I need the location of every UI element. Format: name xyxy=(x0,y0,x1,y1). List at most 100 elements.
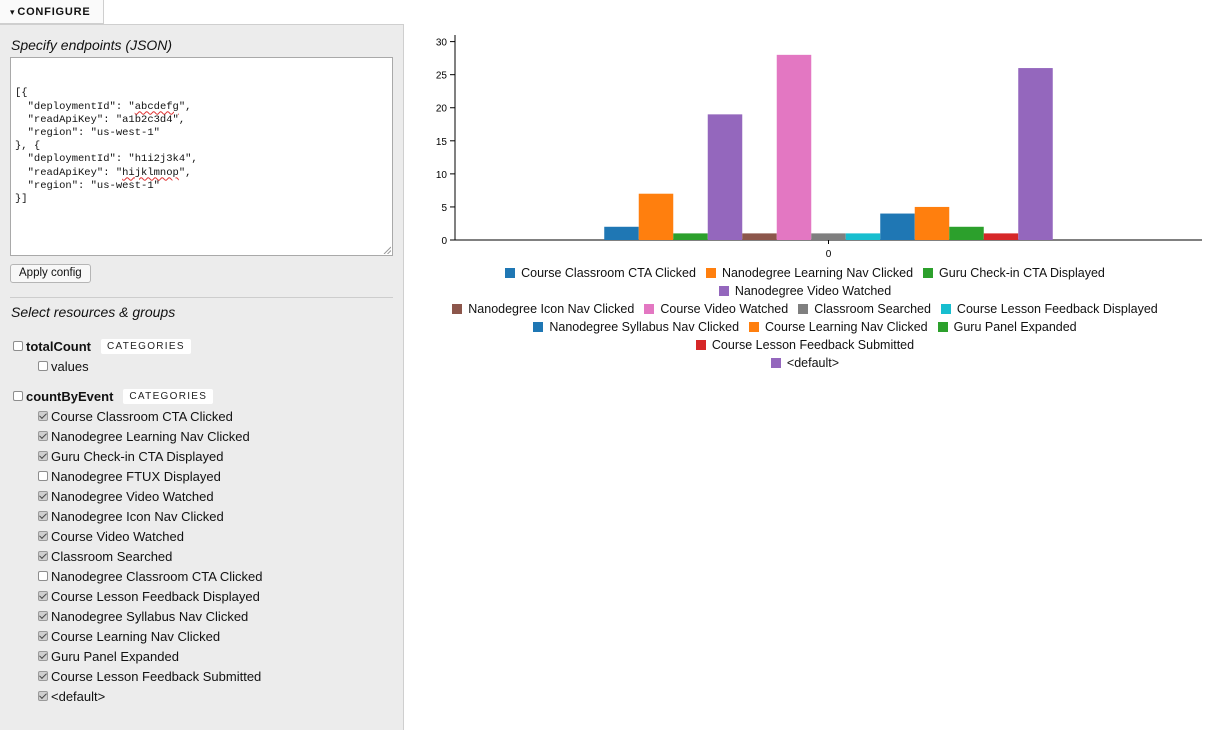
legend-item: Nanodegree Learning Nav Clicked xyxy=(705,264,913,282)
json-text: "deploymentId": "h1i2j3k4", xyxy=(15,153,198,166)
legend-item: <default> xyxy=(770,354,840,372)
group-checkbox[interactable] xyxy=(13,391,23,401)
y-tick-label: 0 xyxy=(441,236,447,247)
json-line: "readApiKey": "a1b2c3d4", xyxy=(15,114,388,127)
bar-classroom-searched xyxy=(811,233,846,240)
option-label: Nanodegree Video Watched xyxy=(51,488,214,504)
bar-chart: 0 5 10 15 20 25 30 0 xyxy=(436,35,1202,260)
resource-group-countByEvent[interactable]: countByEvent CATEGORIES xyxy=(13,386,214,406)
bar-course-video-watched xyxy=(776,54,812,240)
resource-option[interactable]: values xyxy=(38,356,89,376)
option-label: Guru Panel Expanded xyxy=(51,648,179,664)
option-checkbox[interactable] xyxy=(38,671,48,681)
legend-label: Nanodegree Icon Nav Clicked xyxy=(468,302,635,316)
json-text: "readApiKey": "a1b2c3d4", xyxy=(15,113,186,126)
option-checkbox[interactable] xyxy=(38,471,48,481)
option-checkbox[interactable] xyxy=(38,571,48,581)
option-checkbox[interactable] xyxy=(38,651,48,661)
group-checkbox[interactable] xyxy=(13,341,23,351)
resource-option[interactable]: Course Classroom CTA Clicked xyxy=(38,406,233,426)
legend-item: Nanodegree Icon Nav Clicked xyxy=(452,300,634,318)
resource-option[interactable]: Nanodegree Icon Nav Clicked xyxy=(38,506,224,526)
resource-option[interactable]: Course Lesson Feedback Displayed xyxy=(38,586,260,606)
resource-option[interactable]: Course Learning Nav Clicked xyxy=(38,626,220,646)
option-checkbox[interactable] xyxy=(38,451,48,461)
legend-item: Course Classroom CTA Clicked xyxy=(505,264,696,282)
resource-option[interactable]: Nanodegree Learning Nav Clicked xyxy=(38,426,250,446)
legend-label: Course Lesson Feedback Submitted xyxy=(711,338,915,352)
json-text: }] xyxy=(15,193,28,206)
misspelled-token: hijklmnop xyxy=(122,166,179,179)
resource-option[interactable]: Guru Panel Expanded xyxy=(38,646,179,666)
resize-handle-icon[interactable] xyxy=(383,246,391,254)
legend-item: Guru Panel Expanded xyxy=(937,318,1077,336)
legend-swatch xyxy=(770,358,781,368)
option-checkbox[interactable] xyxy=(38,431,48,441)
json-text: "region": "us-west-1" xyxy=(15,179,160,192)
json-text: }, { xyxy=(15,140,41,153)
legend-item: Guru Check-in CTA Displayed xyxy=(923,264,1105,282)
json-text: "region": "us-west-1" xyxy=(15,127,160,140)
option-checkbox[interactable] xyxy=(38,591,48,601)
resource-option[interactable]: Guru Check-in CTA Displayed xyxy=(38,446,223,466)
option-checkbox[interactable] xyxy=(38,551,48,561)
configure-tab[interactable]: ▾ CONFIGURE xyxy=(0,0,104,24)
json-line: "deploymentId": "h1i2j3k4", xyxy=(15,153,388,166)
legend-label: Nanodegree Syllabus Nav Clicked xyxy=(549,320,740,334)
option-checkbox[interactable] xyxy=(38,691,48,701)
option-label: Course Video Watched xyxy=(51,528,184,544)
option-label: Nanodegree FTUX Displayed xyxy=(51,468,221,484)
json-line: "readApiKey": "hijklmnop", xyxy=(15,167,388,180)
legend-item: Nanodegree Video Watched xyxy=(718,282,891,300)
legend-swatch xyxy=(937,322,948,332)
legend-item: Course Lesson Feedback Submitted xyxy=(695,336,915,354)
legend-label: <default> xyxy=(786,356,840,370)
legend-swatch xyxy=(705,268,716,278)
option-label: Nanodegree Syllabus Nav Clicked xyxy=(51,608,249,624)
json-line: }, { xyxy=(15,140,388,153)
option-checkbox[interactable] xyxy=(38,361,48,371)
group-name: totalCount xyxy=(26,338,91,354)
endpoints-json-editor[interactable]: [{ "deploymentId": "abcdefg", "readApiKe… xyxy=(10,57,393,256)
option-label: values xyxy=(51,358,89,374)
legend-item: Nanodegree Syllabus Nav Clicked xyxy=(533,318,739,336)
legend-label: Course Classroom CTA Clicked xyxy=(521,266,696,280)
json-text: ", xyxy=(178,166,192,179)
resource-option[interactable]: Nanodegree Syllabus Nav Clicked xyxy=(38,606,248,626)
resource-group-totalCount[interactable]: totalCount CATEGORIES xyxy=(13,336,191,356)
option-label: Nanodegree Classroom CTA Clicked xyxy=(51,568,263,584)
resource-option[interactable]: Nanodegree Video Watched xyxy=(38,486,214,506)
bar-guru-panel-expanded xyxy=(949,226,984,240)
categories-badge: CATEGORIES xyxy=(123,388,214,404)
legend-item: Course Lesson Feedback Displayed xyxy=(940,300,1158,318)
option-label: Course Classroom CTA Clicked xyxy=(51,408,233,424)
apply-config-button[interactable]: Apply config xyxy=(10,264,91,283)
resource-option[interactable]: Course Video Watched xyxy=(38,526,184,546)
option-checkbox[interactable] xyxy=(38,631,48,641)
misspelled-token: abcdefg xyxy=(134,100,179,113)
json-line: "region": "us-west-1" xyxy=(15,127,388,140)
bar-nanodegree-learning-nav-clicked xyxy=(638,193,674,240)
legend-swatch xyxy=(749,322,760,332)
endpoints-heading: Specify endpoints (JSON) xyxy=(11,37,173,53)
option-checkbox[interactable] xyxy=(38,491,48,501)
resource-option[interactable]: <default> xyxy=(38,686,105,706)
resource-option[interactable]: Classroom Searched xyxy=(38,546,172,566)
y-tick-label: 30 xyxy=(436,38,448,49)
option-checkbox[interactable] xyxy=(38,411,48,421)
config-panel: Specify endpoints (JSON) [{ "deploymentI… xyxy=(0,24,404,730)
resource-option[interactable]: Course Lesson Feedback Submitted xyxy=(38,666,261,686)
y-tick-label: 20 xyxy=(436,104,448,115)
chart-legend: Course Classroom CTA Clicked Nanodegree L… xyxy=(420,264,1190,372)
y-tick-label: 5 xyxy=(441,203,447,214)
option-label: Classroom Searched xyxy=(51,548,173,564)
legend-swatch xyxy=(533,322,544,332)
option-checkbox[interactable] xyxy=(38,511,48,521)
categories-badge: CATEGORIES xyxy=(100,338,191,354)
resource-option[interactable]: Nanodegree Classroom CTA Clicked xyxy=(38,566,262,586)
option-checkbox[interactable] xyxy=(38,531,48,541)
option-checkbox[interactable] xyxy=(38,611,48,621)
resource-option[interactable]: Nanodegree FTUX Displayed xyxy=(38,466,221,486)
legend-swatch xyxy=(923,268,934,278)
legend-item: Classroom Searched xyxy=(798,300,931,318)
